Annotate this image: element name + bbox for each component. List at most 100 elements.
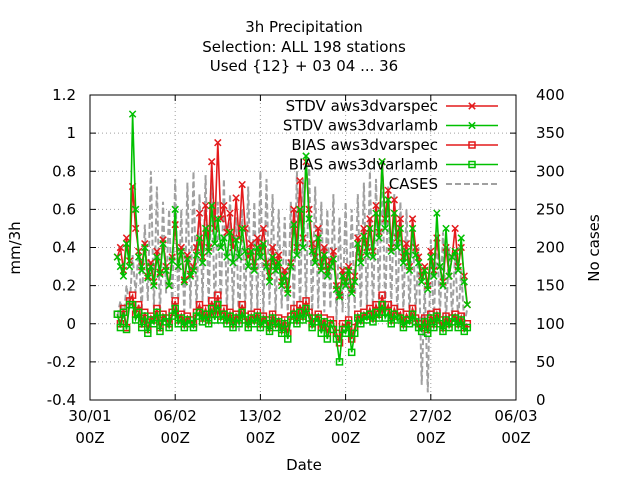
y-tick-label: -0.2 <box>47 353 76 371</box>
data-point <box>128 291 137 299</box>
data-point <box>454 266 462 275</box>
legend-entry: STDV aws3dvarlamb <box>283 117 498 135</box>
data-point <box>347 348 356 357</box>
data-point <box>232 194 240 202</box>
data-point <box>156 270 164 278</box>
data-point <box>265 327 274 336</box>
data-point <box>420 266 429 275</box>
chart-title-line-2: Selection: ALL 198 stations <box>202 38 406 56</box>
data-point <box>350 329 359 338</box>
data-point <box>192 251 201 259</box>
data-point <box>417 278 426 286</box>
data-point <box>451 247 459 256</box>
data-point <box>457 316 465 324</box>
data-point <box>439 281 447 290</box>
data-point <box>372 209 380 217</box>
data-point <box>375 234 383 242</box>
data-point <box>378 291 386 299</box>
data-point <box>296 300 304 309</box>
data-point <box>445 272 453 280</box>
data-point <box>293 320 301 328</box>
y2-tick-label: 100 <box>536 315 565 333</box>
data-point <box>207 157 216 166</box>
data-point <box>174 262 182 271</box>
data-point <box>332 335 341 343</box>
data-point <box>399 259 408 267</box>
legend-entry: BIAS aws3dvarlamb <box>289 156 498 174</box>
data-point <box>420 318 429 326</box>
data-point <box>268 314 277 322</box>
data-point <box>201 310 210 318</box>
data-point <box>207 201 216 210</box>
data-point <box>424 329 432 338</box>
data-point <box>268 253 277 261</box>
data-point <box>128 300 137 309</box>
legend-label: BIAS aws3dvarspec <box>291 136 438 154</box>
data-point <box>281 266 289 275</box>
data-point <box>207 304 216 313</box>
chart-title-line-1: 3h Precipitation <box>245 18 363 36</box>
data-point <box>274 251 283 259</box>
data-point <box>159 239 167 248</box>
data-point <box>116 243 125 252</box>
data-point <box>217 243 225 252</box>
data-point <box>317 329 326 338</box>
y-axis-label: mm/3h <box>6 221 24 274</box>
data-point <box>427 253 435 261</box>
data-point <box>235 320 243 328</box>
data-point <box>296 177 304 185</box>
data-point <box>214 215 222 223</box>
data-point <box>357 320 365 328</box>
y2-axis-label: No cases <box>585 214 603 282</box>
y2-tick-label: 350 <box>536 124 565 142</box>
data-point <box>247 247 256 256</box>
data-point <box>302 152 310 160</box>
data-point <box>287 262 295 271</box>
data-point <box>277 281 286 290</box>
series-line <box>116 114 469 305</box>
data-point <box>195 234 204 242</box>
data-point <box>335 293 344 301</box>
data-point <box>247 239 256 248</box>
data-point <box>430 272 438 280</box>
data-point <box>384 186 392 195</box>
data-point <box>344 320 353 328</box>
data-point <box>387 247 395 256</box>
y2-tick-label: 50 <box>536 353 555 371</box>
data-point <box>320 243 329 252</box>
data-point <box>265 278 274 286</box>
data-point <box>244 323 252 332</box>
y-tick-label: 1.2 <box>52 86 76 104</box>
data-point <box>171 205 179 214</box>
data-point <box>134 253 143 261</box>
data-point <box>131 316 140 324</box>
data-point <box>195 300 204 309</box>
data-point <box>144 329 152 338</box>
data-point <box>183 255 192 263</box>
data-point <box>214 300 222 309</box>
y-tick-label: 0.6 <box>52 200 76 218</box>
data-point <box>226 209 234 217</box>
data-point <box>335 358 344 366</box>
data-point <box>357 259 365 267</box>
data-point <box>399 323 408 332</box>
y-tick-label: 0 <box>66 315 76 333</box>
x-tick-label: 00Z <box>75 429 104 447</box>
x-axis-label: Date <box>286 456 322 474</box>
data-point <box>396 224 405 233</box>
data-point <box>338 266 347 275</box>
data-point <box>137 266 146 275</box>
series-line <box>116 163 469 393</box>
data-point <box>460 278 469 286</box>
data-point <box>360 232 368 240</box>
data-point <box>323 272 332 280</box>
data-point <box>229 259 237 267</box>
data-point <box>144 274 152 282</box>
data-point <box>122 239 131 248</box>
data-point <box>223 253 231 261</box>
data-point <box>387 320 395 328</box>
data-point <box>259 239 268 248</box>
data-point <box>116 262 125 271</box>
